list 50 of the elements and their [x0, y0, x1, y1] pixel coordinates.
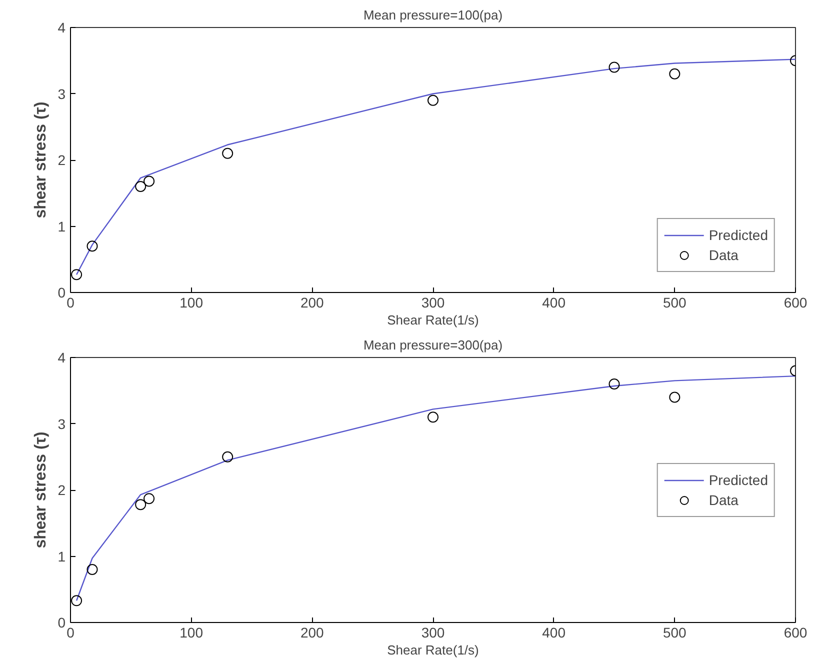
legend-label: Predicted: [708, 472, 768, 488]
y-tick-label: 4: [58, 20, 66, 36]
legend-label: Data: [708, 492, 738, 508]
y-tick-label: 1: [58, 548, 66, 564]
y-tick-label: 0: [58, 614, 66, 630]
point: [669, 392, 680, 403]
point: [428, 412, 438, 423]
chart-title: Mean pressure=300(pa): [363, 338, 503, 352]
chart-title: Mean pressure=100(pa): [363, 8, 503, 22]
point: [608, 378, 620, 390]
y-axis-title: shear stress (τ): [32, 102, 50, 218]
point: [428, 94, 438, 106]
y-tick-label: 2: [58, 152, 66, 168]
point: [135, 499, 146, 510]
x-tick-label: 400: [542, 624, 566, 640]
x-tick-label: 100: [180, 624, 204, 640]
point: [144, 176, 155, 187]
point: [71, 595, 82, 606]
y-tick-label: 1: [58, 218, 66, 234]
x-axis-title: Shear Rate(1/s): [387, 642, 479, 658]
x-tick-label: 600: [784, 624, 808, 640]
x-tick-label: 300: [421, 294, 445, 310]
x-axis-title: Shear Rate(1/s): [387, 312, 479, 328]
point: [222, 451, 234, 462]
x-tick-label: 300: [421, 624, 445, 640]
x-tick-label: 600: [784, 294, 808, 310]
line-series: [76, 58, 796, 276]
y-tick-label: 3: [58, 86, 66, 102]
y-tick-label: 0: [58, 284, 66, 300]
point: [222, 148, 234, 159]
point: [144, 493, 155, 504]
y-axis-title: shear stress (τ): [32, 432, 50, 548]
legend-label: Predicted: [708, 227, 768, 243]
point: [71, 269, 82, 280]
point: [86, 240, 98, 252]
x-tick-label: 100: [180, 294, 204, 310]
x-tick-label: 200: [300, 624, 324, 640]
x-tick-label: 400: [542, 294, 566, 310]
y-tick-label: 2: [58, 482, 66, 498]
y-tick-label: 4: [58, 350, 66, 366]
point: [608, 62, 620, 73]
x-tick-label: 500: [662, 294, 687, 310]
x-tick-label: 200: [300, 294, 324, 310]
line-series: [76, 375, 796, 602]
point: [669, 68, 680, 80]
point: [86, 564, 98, 575]
point: [135, 181, 146, 192]
legend-label: Data: [708, 247, 738, 263]
y-tick-label: 3: [58, 416, 66, 432]
x-tick-label: 500: [662, 624, 687, 640]
